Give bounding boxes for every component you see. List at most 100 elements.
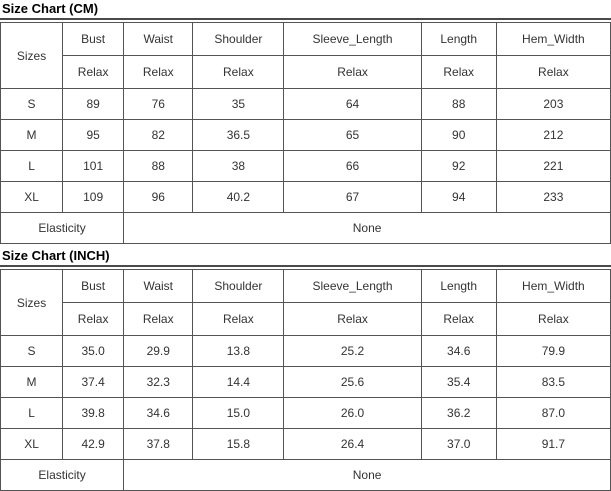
value-cell: 83.5 [495, 366, 611, 398]
fit-type-cell: Relax [495, 302, 611, 336]
fit-type-cell: Relax [62, 302, 125, 336]
sizes-header-cell: Sizes [0, 269, 64, 336]
fit-type-cell: Relax [283, 55, 422, 89]
fit-type-cell: Relax [123, 55, 194, 89]
value-cell: 25.6 [283, 366, 422, 398]
value-cell: 25.2 [283, 335, 422, 367]
size-row-xl: XL 109 96 40.2 67 94 233 [0, 181, 611, 213]
size-label-cell: XL [0, 181, 64, 213]
value-cell: 87.0 [495, 397, 611, 429]
column-header-length: Length [420, 22, 497, 56]
value-cell: 76 [123, 88, 194, 120]
size-label-cell: M [0, 119, 64, 151]
value-cell: 94 [420, 181, 497, 213]
size-label-cell: L [0, 397, 64, 429]
size-label-cell: L [0, 150, 64, 182]
size-row-m: M 95 82 36.5 65 90 212 [0, 119, 611, 151]
size-label-cell: M [0, 366, 64, 398]
column-header-sleeve-length: Sleeve_Length [283, 22, 422, 56]
elasticity-value-cell: None [123, 459, 611, 491]
column-header-bust: Bust [62, 22, 125, 56]
value-cell: 35.0 [62, 335, 125, 367]
value-cell: 88 [123, 150, 194, 182]
value-cell: 37.0 [420, 428, 497, 460]
fit-type-cell: Relax [192, 302, 285, 336]
value-cell: 32.3 [123, 366, 194, 398]
column-header-row: Sizes Bust Waist Shoulder Sleeve_Length … [0, 22, 611, 89]
size-row-xl: XL 42.9 37.8 15.8 26.4 37.0 91.7 [0, 428, 611, 460]
size-chart-cm-table: Sizes Bust Waist Shoulder Sleeve_Length … [0, 22, 611, 244]
value-cell: 34.6 [420, 335, 497, 367]
fit-type-cell: Relax [495, 55, 611, 89]
value-cell: 40.2 [192, 181, 285, 213]
column-header-bust: Bust [62, 269, 125, 303]
value-cell: 203 [495, 88, 611, 120]
size-chart-cm-title: Size Chart (CM) [0, 0, 611, 20]
value-cell: 42.9 [62, 428, 125, 460]
column-header-length: Length [420, 269, 497, 303]
value-cell: 35.4 [420, 366, 497, 398]
value-cell: 39.8 [62, 397, 125, 429]
column-header-hem-width: Hem_Width [495, 22, 611, 56]
value-cell: 89 [62, 88, 125, 120]
column-header-waist: Waist [123, 269, 194, 303]
value-cell: 13.8 [192, 335, 285, 367]
value-cell: 90 [420, 119, 497, 151]
size-row-l: L 101 88 38 66 92 221 [0, 150, 611, 182]
elasticity-value-cell: None [123, 212, 611, 244]
value-cell: 37.4 [62, 366, 125, 398]
value-cell: 96 [123, 181, 194, 213]
value-cell: 212 [495, 119, 611, 151]
value-cell: 36.2 [420, 397, 497, 429]
size-row-m: M 37.4 32.3 14.4 25.6 35.4 83.5 [0, 366, 611, 398]
column-header-sleeve-length: Sleeve_Length [283, 269, 422, 303]
sizes-header-cell: Sizes [0, 22, 64, 89]
value-cell: 66 [283, 150, 422, 182]
value-cell: 26.4 [283, 428, 422, 460]
value-cell: 26.0 [283, 397, 422, 429]
size-chart-inch-title: Size Chart (INCH) [0, 247, 611, 267]
value-cell: 95 [62, 119, 125, 151]
size-label-cell: S [0, 335, 64, 367]
value-cell: 233 [495, 181, 611, 213]
value-cell: 15.0 [192, 397, 285, 429]
value-cell: 29.9 [123, 335, 194, 367]
value-cell: 64 [283, 88, 422, 120]
column-header-waist: Waist [123, 22, 194, 56]
value-cell: 92 [420, 150, 497, 182]
column-header-shoulder: Shoulder [192, 22, 285, 56]
value-cell: 221 [495, 150, 611, 182]
size-row-l: L 39.8 34.6 15.0 26.0 36.2 87.0 [0, 397, 611, 429]
fit-type-row: Relax Relax Relax Relax Relax Relax [1, 302, 611, 336]
value-cell: 91.7 [495, 428, 611, 460]
value-cell: 88 [420, 88, 497, 120]
size-chart-inch-table: Sizes Bust Waist Shoulder Sleeve_Length … [0, 269, 611, 491]
value-cell: 82 [123, 119, 194, 151]
fit-type-cell: Relax [420, 55, 497, 89]
elasticity-label-cell: Elasticity [0, 459, 125, 491]
size-row-s: S 89 76 35 64 88 203 [0, 88, 611, 120]
value-cell: 14.4 [192, 366, 285, 398]
value-cell: 65 [283, 119, 422, 151]
size-row-s: S 35.0 29.9 13.8 25.2 34.6 79.9 [0, 335, 611, 367]
value-cell: 109 [62, 181, 125, 213]
fit-type-cell: Relax [420, 302, 497, 336]
value-cell: 67 [283, 181, 422, 213]
fit-type-cell: Relax [192, 55, 285, 89]
elasticity-row: Elasticity None [0, 212, 611, 244]
column-header-hem-width: Hem_Width [495, 269, 611, 303]
fit-type-cell: Relax [283, 302, 422, 336]
value-cell: 35 [192, 88, 285, 120]
value-cell: 36.5 [192, 119, 285, 151]
size-label-cell: S [0, 88, 64, 120]
column-header-shoulder: Shoulder [192, 269, 285, 303]
value-cell: 101 [62, 150, 125, 182]
value-cell: 15.8 [192, 428, 285, 460]
fit-type-cell: Relax [123, 302, 194, 336]
value-cell: 34.6 [123, 397, 194, 429]
value-cell: 37.8 [123, 428, 194, 460]
elasticity-row: Elasticity None [0, 459, 611, 491]
elasticity-label-cell: Elasticity [0, 212, 125, 244]
value-cell: 38 [192, 150, 285, 182]
